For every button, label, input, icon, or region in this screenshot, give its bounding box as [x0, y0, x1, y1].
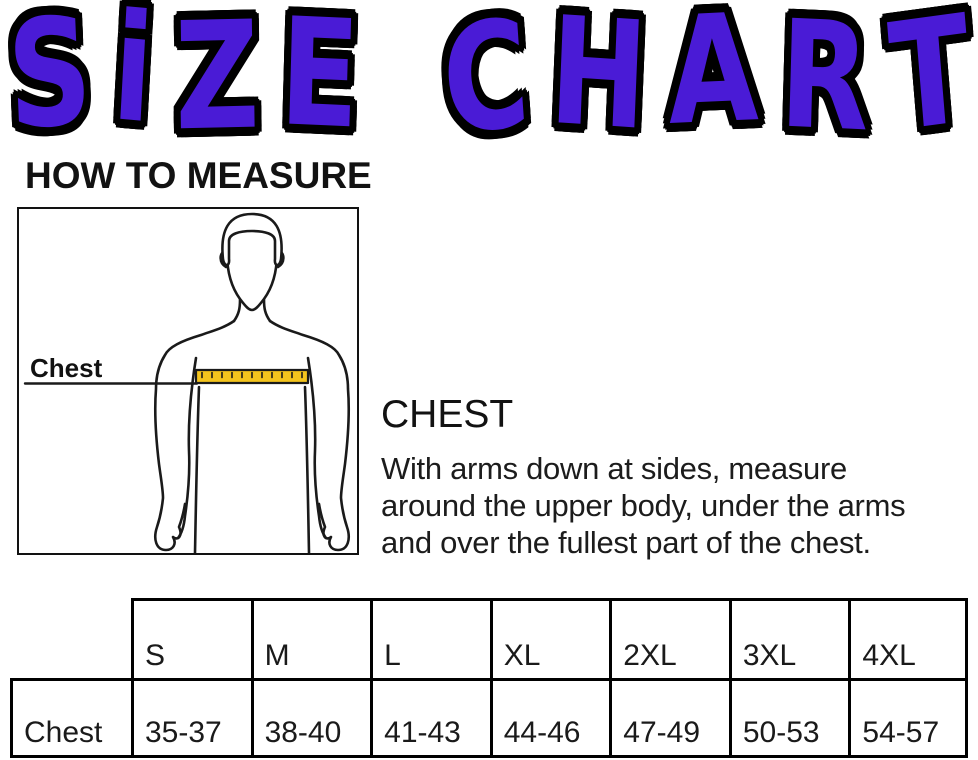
chest-instructions-line3: and over the fullest part of the chest.	[381, 525, 871, 560]
chest-section-heading: CHEST	[381, 393, 514, 436]
face	[225, 251, 279, 312]
chest-instructions-line2: around the upper body, under the arms	[381, 488, 906, 523]
chest-range-s: 35-37	[131, 678, 251, 758]
chest-range-l: 41-43	[370, 678, 490, 758]
neck-left-line	[232, 298, 242, 323]
size-col-header-s: S	[131, 598, 251, 678]
chest-range-m: 38-40	[250, 678, 371, 758]
chest-figure-label: Chest	[30, 353, 103, 383]
right-inner-arm-line	[306, 356, 328, 540]
neck-right-line	[262, 298, 272, 323]
body-figure-illustration: Chest	[23, 212, 351, 553]
chest-instructions-line1: With arms down at sides, measure	[381, 451, 847, 486]
hair	[221, 212, 283, 267]
size-col-header-l: L	[370, 598, 490, 678]
chest-row-label: Chest	[10, 678, 131, 758]
chest-range-2xl: 47-49	[609, 678, 729, 758]
size-col-header-xl: XL	[489, 598, 610, 678]
size-table: S M L XL 2XL 3XL 4XL Chest 35-37 38-40 4…	[10, 598, 968, 758]
size-col-header-3xl: 3XL	[728, 598, 849, 678]
left-inner-arm-line	[176, 356, 198, 540]
tape-tick-marks	[201, 371, 303, 379]
chest-range-3xl: 50-53	[728, 678, 849, 758]
chest-range-4xl: 54-57	[848, 678, 968, 758]
left-torso-line	[193, 385, 201, 553]
table-corner-cell	[10, 598, 131, 678]
chest-range-xl: 44-46	[489, 678, 610, 758]
measurement-figure-box: Chest	[17, 207, 359, 555]
chest-instructions: With arms down at sides, measure around …	[381, 450, 906, 561]
how-to-measure-heading: HOW TO MEASURE	[25, 155, 372, 196]
right-torso-line	[303, 385, 311, 553]
size-col-header-2xl: 2XL	[609, 598, 729, 678]
size-col-header-4xl: 4XL	[848, 598, 968, 678]
size-col-header-m: M	[250, 598, 371, 678]
